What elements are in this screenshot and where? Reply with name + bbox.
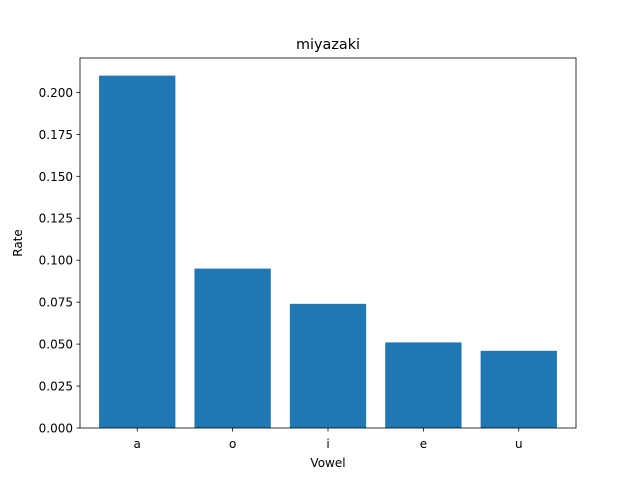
chart-title: miyazaki [296,37,360,53]
y-tick-label: 0.175 [39,128,73,142]
y-tick-label: 0.075 [39,296,73,310]
y-axis-ticks: 0.000 0.025 0.050 0.075 0.100 0.125 0.150 0.175… [39,86,80,436]
x-tick-label: e [420,437,427,451]
bar-u [480,350,557,428]
x-tick-label: i [326,437,329,451]
y-tick-label: 0.200 [39,86,73,100]
y-tick-label: 0.100 [39,254,73,268]
y-tick-label: 0.000 [39,422,73,436]
x-tick-label: o [229,437,236,451]
bar-o [194,268,271,428]
bars-group [99,75,557,428]
x-tick-label: a [134,437,141,451]
y-axis-label: Rate [11,229,25,257]
bar-i [289,303,367,428]
y-tick-label: 0.125 [39,212,73,226]
x-tick-label: u [515,437,523,451]
bar-e [385,342,462,428]
y-tick-label: 0.050 [39,338,73,352]
bar-a [99,75,176,428]
y-tick-label: 0.025 [39,380,73,394]
plot-frame [79,57,577,429]
y-tick-label: 0.150 [39,170,73,184]
x-axis-label: Vowel [310,456,345,470]
